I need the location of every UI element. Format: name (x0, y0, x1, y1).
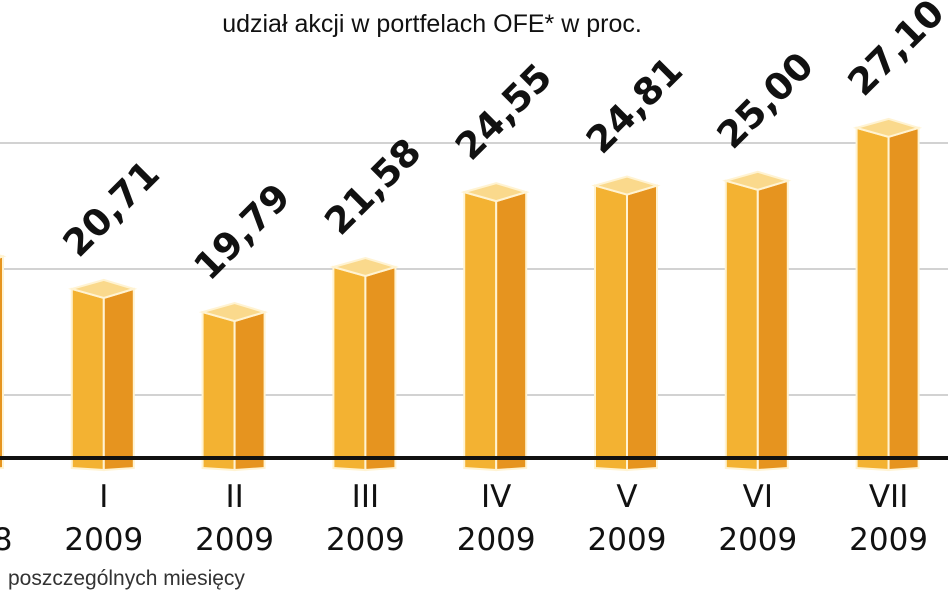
bar (0, 254, 7, 470)
bar-front-face (70, 287, 105, 472)
bar-side-face (364, 265, 397, 472)
bar (329, 256, 399, 472)
bar-top-face (0, 254, 7, 259)
bar-top-face (460, 182, 530, 203)
x-tick-year: 2008 (0, 522, 12, 558)
bar-top-face (198, 302, 269, 323)
x-tick-year: 2009 (718, 522, 797, 558)
bar (198, 302, 269, 472)
bar-top-face (68, 278, 138, 299)
x-tick-year: 2009 (64, 522, 143, 558)
x-tick-month: VI (743, 479, 773, 515)
bar-top-face (852, 117, 923, 138)
bar-top-face (329, 256, 399, 278)
value-label: 25,00 (709, 44, 822, 157)
x-tick-year: 2009 (326, 522, 405, 558)
x-tick-labels: XII2008I2009II2009III2009IV2009V2009VI20… (0, 479, 928, 558)
footnote: poszczególnych miesięcy (8, 567, 245, 590)
value-label: 24,55 (447, 55, 560, 168)
bar (591, 175, 661, 472)
value-label: 21,58 (316, 130, 429, 243)
bar-side-face (626, 184, 658, 472)
x-tick-year: 2009 (588, 522, 667, 558)
value-label: 27,10 (840, 0, 948, 104)
bar (722, 170, 792, 472)
bars (0, 117, 923, 472)
bar (852, 117, 923, 472)
x-tick-year: 2009 (849, 522, 928, 558)
bar-front-face (201, 310, 236, 472)
bar-front-face (855, 126, 890, 472)
x-tick-month: I (99, 479, 108, 515)
x-tick-month: III (352, 479, 379, 515)
x-tick-month: IV (481, 479, 511, 515)
x-tick-year: 2009 (195, 522, 274, 558)
bar-front-face (724, 179, 759, 472)
bar-side-face (887, 126, 920, 472)
x-tick-year: 2009 (457, 522, 536, 558)
bar (68, 278, 138, 472)
bar-front-face (594, 184, 628, 472)
x-tick-month: VII (869, 479, 909, 515)
x-tick-month: II (225, 479, 243, 515)
bar-front-face (332, 265, 367, 472)
bar-side-face (495, 190, 528, 472)
bar-side-face (102, 287, 135, 472)
chart-title: udział akcji w portfelach OFE* w proc. (222, 10, 642, 38)
value-label: 20,71 (55, 152, 168, 265)
bar (460, 182, 530, 472)
x-tick-month: V (616, 479, 637, 515)
value-label: 19,79 (186, 175, 299, 288)
bar-side-face (0, 255, 4, 470)
bar-front-face (463, 190, 498, 472)
value-label: 24,81 (578, 49, 691, 162)
bar-top-face (722, 170, 792, 191)
bar-side-face (233, 310, 266, 472)
bar-top-face (591, 175, 661, 196)
value-label: ,63 (0, 156, 1, 233)
bar-side-face (756, 179, 789, 472)
